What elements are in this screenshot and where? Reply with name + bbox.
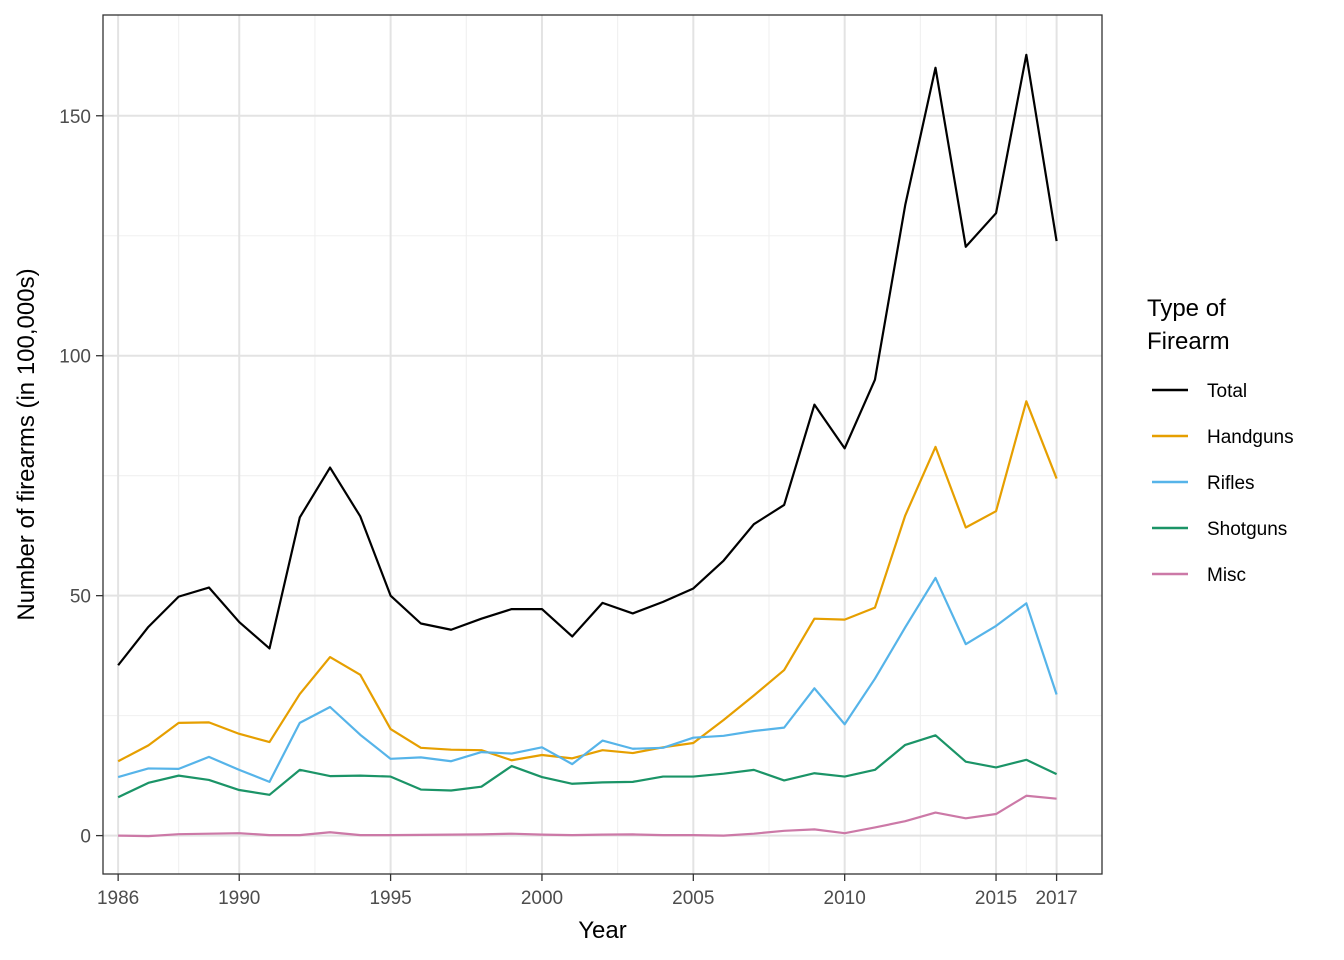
x-tick-label: 2000 — [521, 888, 563, 909]
legend-item-handguns: Handguns — [1152, 427, 1294, 448]
x-tick-label: 2015 — [975, 888, 1017, 909]
legend-title-line-2: Firearm — [1147, 328, 1230, 355]
y-axis: 0 50 100 150 — [59, 107, 103, 848]
x-tick-label: 2005 — [672, 888, 714, 909]
legend-item-total: Total — [1152, 381, 1247, 402]
y-tick-label: 100 — [59, 347, 91, 368]
series-line-rifles — [117, 576, 1058, 783]
legend-label: Misc — [1207, 565, 1246, 586]
series-lines — [117, 53, 1058, 838]
y-tick-label: 0 — [80, 827, 91, 848]
legend-item-shotguns: Shotguns — [1152, 519, 1287, 540]
legend-label: Shotguns — [1207, 519, 1287, 540]
x-tick-label: 1986 — [97, 888, 139, 909]
x-tick-label: 1995 — [369, 888, 411, 909]
legend-items: Total Handguns Rifles Shotguns Misc — [1152, 381, 1294, 586]
legend-item-rifles: Rifles — [1152, 473, 1255, 494]
x-tick-label: 2010 — [824, 888, 866, 909]
y-axis-title: Number of firearms (in 100,000s) — [13, 268, 40, 620]
y-tick-label: 150 — [59, 107, 91, 128]
x-axis: 1986 1990 1995 2000 2005 2010 2015 2017 — [97, 874, 1078, 909]
major-gridlines — [103, 15, 1102, 874]
series-line-total — [117, 53, 1058, 666]
minor-gridlines — [103, 15, 1102, 874]
legend-label: Rifles — [1207, 473, 1255, 494]
x-axis-title: Year — [578, 917, 627, 944]
legend: Type of Firearm Total Handguns Rifles Shotg… — [1147, 295, 1294, 586]
legend-title-line-1: Type of — [1147, 295, 1226, 322]
series-line-shotguns — [117, 734, 1058, 799]
plot-panel — [102, 14, 1103, 875]
legend-item-misc: Misc — [1152, 565, 1246, 586]
x-tick-label: 2017 — [1035, 888, 1077, 909]
series-line-misc — [118, 794, 1057, 838]
series-line-handguns — [117, 400, 1058, 763]
x-tick-label: 1990 — [218, 888, 260, 909]
y-tick-label: 50 — [70, 587, 91, 608]
panel-background — [103, 15, 1102, 874]
legend-label: Handguns — [1207, 427, 1294, 448]
panel-border — [102, 14, 1103, 875]
legend-label: Total — [1207, 381, 1247, 402]
